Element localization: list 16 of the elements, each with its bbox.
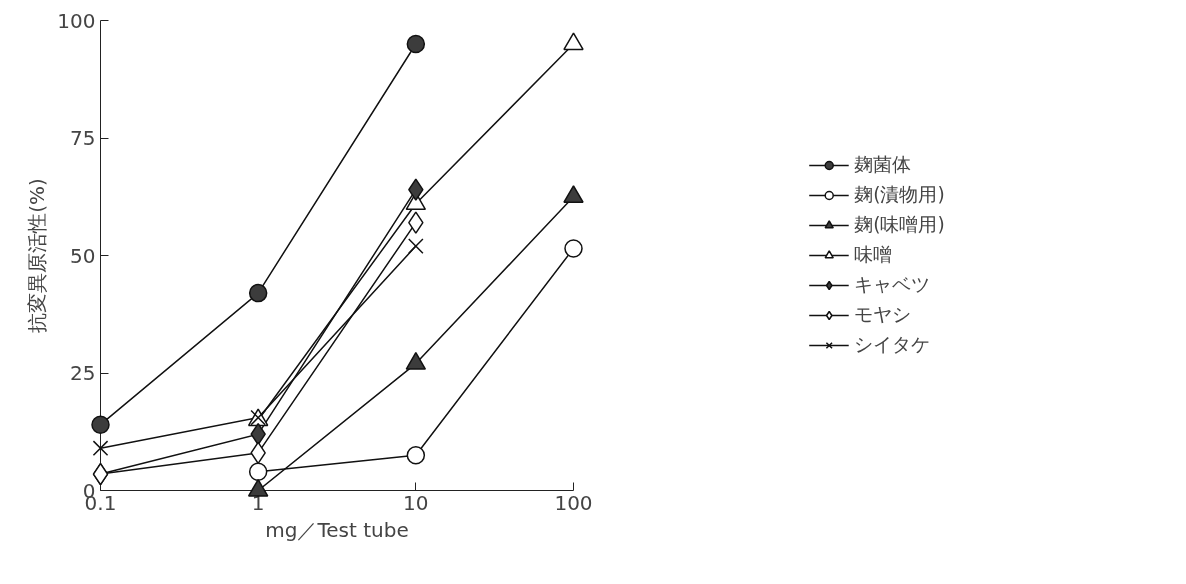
y-tick-label: 75 <box>70 126 96 150</box>
y-tick-label: 50 <box>70 243 96 268</box>
x-tick-label: 1 <box>251 490 265 515</box>
x-tick-label: 10 <box>403 490 429 515</box>
legend-label: キャベツ <box>854 273 931 297</box>
y-tick-label: 100 <box>57 8 96 33</box>
legend-label: 麹(味噌用) <box>854 213 945 237</box>
y-axis-title: 抗変異原活性(%) <box>25 178 50 333</box>
y-tick-label: 25 <box>70 361 96 385</box>
x-tick-label: 100 <box>554 490 593 515</box>
legend-label: 味噌 <box>854 243 893 267</box>
legend-label: モヤシ <box>854 303 912 327</box>
legend-label: 麹菌体 <box>854 153 912 177</box>
legend-label: シイタケ <box>854 333 931 357</box>
x-axis-title: mg／Test tube <box>265 517 409 542</box>
legend-label: 麹(漬物用) <box>854 183 945 207</box>
